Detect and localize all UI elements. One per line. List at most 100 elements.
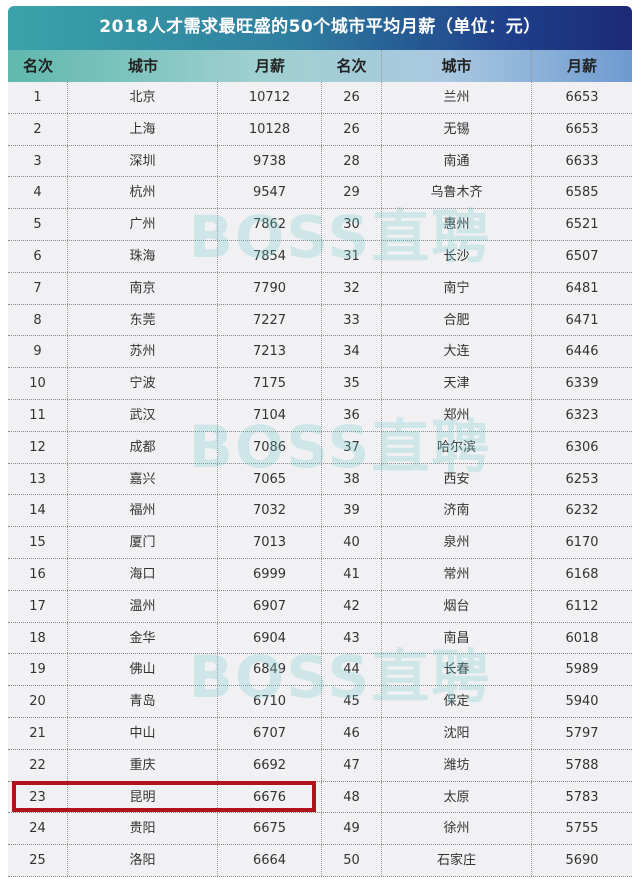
cell-rank: 31 <box>322 240 382 272</box>
cell-salary: 6707 <box>218 717 322 749</box>
header-rank: 名次 <box>22 57 53 75</box>
cell-salary: 5755 <box>565 821 599 837</box>
cell-city: 广州 <box>68 209 218 240</box>
cell-salary: 7104 <box>218 399 322 431</box>
cell-rank: 33 <box>322 304 382 336</box>
cell-rank: 17 <box>8 590 68 622</box>
cell-salary: 6232 <box>565 503 599 519</box>
cell-city: 中山 <box>68 717 218 749</box>
cell-city: 昆明 <box>68 781 218 813</box>
cell-city: 石家庄 <box>382 845 532 876</box>
table-row: 13 嘉兴 7065 38 西安 6253 <box>8 463 632 496</box>
cell-city: 武汉 <box>68 399 218 431</box>
cell-city: 太原 <box>382 781 532 813</box>
cell-city: 贵阳 <box>68 813 218 845</box>
cell-rank: 44 <box>322 654 382 686</box>
table-row: 1 北京 10712 26 兰州 6653 <box>8 82 632 114</box>
cell-salary: 7862 <box>218 209 322 240</box>
cell-rank: 39 <box>322 495 382 527</box>
cell-rank: 10 <box>8 368 68 399</box>
cell-city: 长沙 <box>382 240 532 272</box>
header-rank-2: 名次 <box>322 50 382 82</box>
cell-salary: 6907 <box>218 590 322 622</box>
cell-rank: 14 <box>8 495 68 527</box>
table-row: 5 广州 7862 30 惠州 6521 <box>8 209 632 241</box>
cell-city: 重庆 <box>68 749 218 781</box>
cell-salary: 7227 <box>218 304 322 336</box>
table-body: 1 北京 10712 26 兰州 6653 2 上海 10128 26 无锡 6653 3 深圳 9738 2… <box>8 82 632 877</box>
cell-salary: 7854 <box>218 240 322 272</box>
cell-salary: 6471 <box>565 312 599 328</box>
cell-rank: 9 <box>8 336 68 368</box>
cell-salary: 7013 <box>218 527 322 558</box>
cell-city: 洛阳 <box>68 845 218 876</box>
cell-rank: 47 <box>322 749 382 781</box>
cell-city: 南京 <box>68 272 218 304</box>
cell-salary: 9738 <box>218 145 322 177</box>
cell-rank: 16 <box>8 558 68 590</box>
cell-rank: 28 <box>322 145 382 177</box>
cell-city: 珠海 <box>68 240 218 272</box>
cell-salary: 6168 <box>565 566 599 582</box>
table-row: 12 成都 7086 37 哈尔滨 6306 <box>8 431 632 464</box>
cell-city: 无锡 <box>382 113 532 145</box>
table-row: 22 重庆 6692 47 潍坊 5788 <box>8 749 632 782</box>
cell-rank: 30 <box>322 209 382 240</box>
cell-city: 长春 <box>382 654 532 686</box>
table-row: 19 佛山 6849 44 长春 5989 <box>8 654 632 687</box>
cell-rank: 29 <box>322 177 382 209</box>
cell-rank: 26 <box>322 113 382 145</box>
cell-rank: 8 <box>8 304 68 336</box>
table-row: 15 厦门 7013 40 泉州 6170 <box>8 527 632 559</box>
cell-salary: 9547 <box>218 177 322 209</box>
cell-city: 南通 <box>382 145 532 177</box>
cell-rank: 6 <box>8 240 68 272</box>
cell-rank: 4 <box>8 177 68 209</box>
cell-city: 兰州 <box>382 82 532 113</box>
cell-salary: 6675 <box>218 813 322 845</box>
cell-rank: 22 <box>8 749 68 781</box>
cell-rank: 41 <box>322 558 382 590</box>
header-city-2: 城市 <box>382 50 532 82</box>
table-row: 4 杭州 9547 29 乌鲁木齐 6585 <box>8 177 632 210</box>
table-row: 25 洛阳 6664 50 石家庄 5690 <box>8 845 632 877</box>
cell-salary: 6253 <box>565 471 599 487</box>
cell-salary: 6481 <box>565 280 599 296</box>
cell-rank: 11 <box>8 399 68 431</box>
cell-salary: 6999 <box>218 558 322 590</box>
cell-city: 乌鲁木齐 <box>382 177 532 209</box>
table-row: 18 金华 6904 43 南昌 6018 <box>8 622 632 655</box>
cell-rank: 5 <box>8 209 68 240</box>
cell-rank: 40 <box>322 527 382 558</box>
cell-city: 南宁 <box>382 272 532 304</box>
cell-city: 金华 <box>68 622 218 654</box>
cell-salary: 6904 <box>218 622 322 654</box>
cell-salary: 6653 <box>565 90 599 105</box>
cell-city: 嘉兴 <box>68 463 218 495</box>
cell-salary: 6692 <box>218 749 322 781</box>
cell-salary: 7213 <box>218 336 322 368</box>
cell-rank: 36 <box>322 399 382 431</box>
cell-city: 成都 <box>68 431 218 463</box>
cell-rank: 15 <box>8 527 68 558</box>
cell-city: 天津 <box>382 368 532 399</box>
cell-rank: 45 <box>322 686 382 717</box>
cell-rank: 38 <box>322 463 382 495</box>
table-row: 9 苏州 7213 34 大连 6446 <box>8 336 632 369</box>
table-row: 17 温州 6907 42 烟台 6112 <box>8 590 632 623</box>
table-row: 16 海口 6999 41 常州 6168 <box>8 558 632 591</box>
cell-salary: 7065 <box>218 463 322 495</box>
highlight-box <box>12 781 316 812</box>
cell-city: 泉州 <box>382 527 532 558</box>
cell-salary: 7790 <box>218 272 322 304</box>
cell-city: 杭州 <box>68 177 218 209</box>
cell-salary: 5788 <box>565 757 599 773</box>
cell-rank: 7 <box>8 272 68 304</box>
table-header: 名次 城市 月薪 名次 城市 月薪 <box>8 50 632 82</box>
cell-salary: 5989 <box>565 662 599 678</box>
cell-city: 常州 <box>382 558 532 590</box>
cell-rank: 34 <box>322 336 382 368</box>
cell-salary: 6018 <box>565 630 599 646</box>
header-city: 城市 <box>127 57 158 75</box>
cell-salary: 6170 <box>565 535 599 551</box>
